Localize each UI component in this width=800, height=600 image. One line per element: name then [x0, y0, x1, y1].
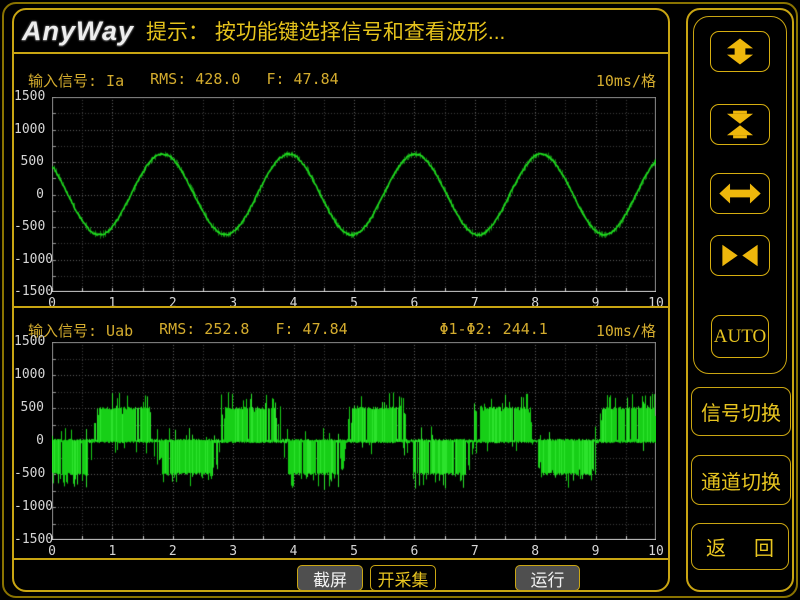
y-tick-label: -1000: [14, 251, 54, 267]
run-button[interactable]: 运行: [515, 565, 580, 591]
x-tick-label: 0: [48, 296, 56, 311]
y-tick-label: -1500: [14, 532, 54, 547]
y-tick-label: 1500: [14, 334, 46, 349]
run-button-label: 运行: [530, 570, 565, 590]
x-tick-label: 8: [531, 544, 540, 559]
x-tick-label: 2: [168, 296, 177, 311]
y-tick-label: -500: [14, 466, 46, 481]
phase-diff-value: Φ1-Φ2: 244.1: [439, 320, 548, 338]
start-capture-button[interactable]: 开采集: [370, 565, 436, 591]
y-tick-label: 0: [36, 186, 44, 202]
compress-vertical-button[interactable]: [710, 104, 770, 145]
main-panel: AnyWay 提示： 按功能键选择信号和查看波形... 输入信号: Ia RMS…: [12, 8, 670, 592]
x-tick-label: 2: [168, 544, 177, 559]
freq-value: F: 47.84: [266, 70, 339, 88]
x-tick-label: 9: [591, 544, 600, 559]
auto-button[interactable]: AUTO: [711, 315, 769, 358]
x-tick-label: 0: [48, 544, 56, 559]
compress-horizontal-button[interactable]: [710, 235, 770, 276]
timebase-label: 10ms/格: [595, 72, 656, 90]
timebase-label: 10ms/格: [595, 322, 656, 340]
return-label-left: 返: [706, 538, 726, 560]
chart-ia-header: 输入信号: Ia RMS: 428.0 F: 47.84 10ms/格: [28, 70, 656, 91]
screenshot-button-label: 截屏: [313, 570, 347, 590]
chart-separator: [14, 306, 668, 308]
sidebar: AUTO 信号切换 通道切换 返 回: [686, 8, 794, 592]
expand-horizontal-icon: [717, 177, 763, 210]
x-tick-label: 7: [470, 296, 479, 311]
x-tick-label: 7: [470, 544, 479, 559]
y-tick-label: 1000: [14, 367, 46, 382]
x-axis-labels: 0 1 2 3 4 5 6 7 8 9 10: [48, 544, 664, 559]
rms-value: RMS: 428.0: [150, 70, 241, 88]
return-label-right: 回: [754, 538, 774, 560]
x-tick-label: 3: [229, 544, 238, 559]
x-tick-label: 10: [648, 544, 664, 559]
start-capture-button-label: 开采集: [377, 570, 429, 590]
signal-label: 输入信号: Ia: [28, 72, 125, 90]
y-tick-label: 1000: [14, 121, 46, 137]
signal-switch-button[interactable]: 信号切换: [691, 387, 791, 436]
x-tick-label: 5: [350, 544, 358, 559]
x-axis-labels: 0 1 2 3 4 5 6 7 8 9 10: [48, 296, 664, 311]
x-tick-label: 3: [229, 296, 238, 311]
y-axis-labels: 1500 1000 500 0 -500 -1000 -1500: [14, 54, 54, 306]
x-tick-label: 6: [410, 544, 419, 559]
y-tick-label: 500: [20, 154, 44, 169]
title-bar: AnyWay 提示： 按功能键选择信号和查看波形...: [14, 10, 668, 54]
chart-ia: 输入信号: Ia RMS: 428.0 F: 47.84 10ms/格 1500…: [14, 54, 668, 311]
signal-label: 输入信号: Uab: [28, 322, 134, 340]
rms-value: RMS: 252.8: [159, 320, 250, 338]
y-tick-label: 500: [20, 400, 44, 415]
y-tick-label: 1500: [14, 89, 46, 104]
auto-button-label: AUTO: [713, 325, 767, 347]
expand-vertical-icon: [717, 35, 763, 68]
zoom-button-group: AUTO: [693, 16, 787, 374]
x-tick-label: 4: [289, 296, 298, 311]
chart-uab-header: 输入信号: Uab RMS: 252.8 F: 47.84 Φ1-Φ2: 244…: [28, 320, 656, 341]
brand-logo: AnyWay: [22, 15, 135, 46]
y-tick-label: -1500: [14, 284, 54, 299]
y-tick-label: -1000: [14, 499, 54, 514]
expand-horizontal-button[interactable]: [710, 173, 770, 214]
y-tick-label: 0: [36, 433, 44, 448]
x-tick-label: 9: [591, 296, 600, 311]
x-tick-label: 5: [350, 296, 358, 311]
x-tick-label: 1: [108, 544, 117, 559]
y-axis-labels: 1500 1000 500 0 -500 -1000 -1500: [14, 308, 54, 558]
x-tick-label: 8: [531, 296, 540, 311]
expand-vertical-button[interactable]: [710, 31, 770, 72]
compress-horizontal-icon: [717, 239, 763, 272]
signal-switch-label: 信号切换: [701, 403, 781, 425]
channel-switch-button[interactable]: 通道切换: [691, 455, 791, 505]
x-tick-label: 1: [108, 296, 117, 311]
return-button[interactable]: 返 回: [691, 523, 789, 570]
freq-value: F: 47.84: [275, 320, 348, 338]
screenshot-button[interactable]: 截屏: [297, 565, 363, 591]
chart-uab: 输入信号: Uab RMS: 252.8 F: 47.84 Φ1-Φ2: 244…: [14, 308, 668, 559]
compress-vertical-icon: [717, 108, 763, 141]
x-tick-label: 6: [410, 296, 419, 311]
channel-switch-label: 通道切换: [701, 471, 781, 494]
waveform-plot-ia: [52, 97, 656, 292]
x-tick-label: 4: [289, 544, 298, 559]
hint-text: 提示： 按功能键选择信号和查看波形...: [146, 21, 506, 44]
y-tick-label: -500: [14, 219, 46, 234]
bottombar-separator: [14, 558, 668, 560]
waveform-plot-uab: [52, 342, 656, 540]
